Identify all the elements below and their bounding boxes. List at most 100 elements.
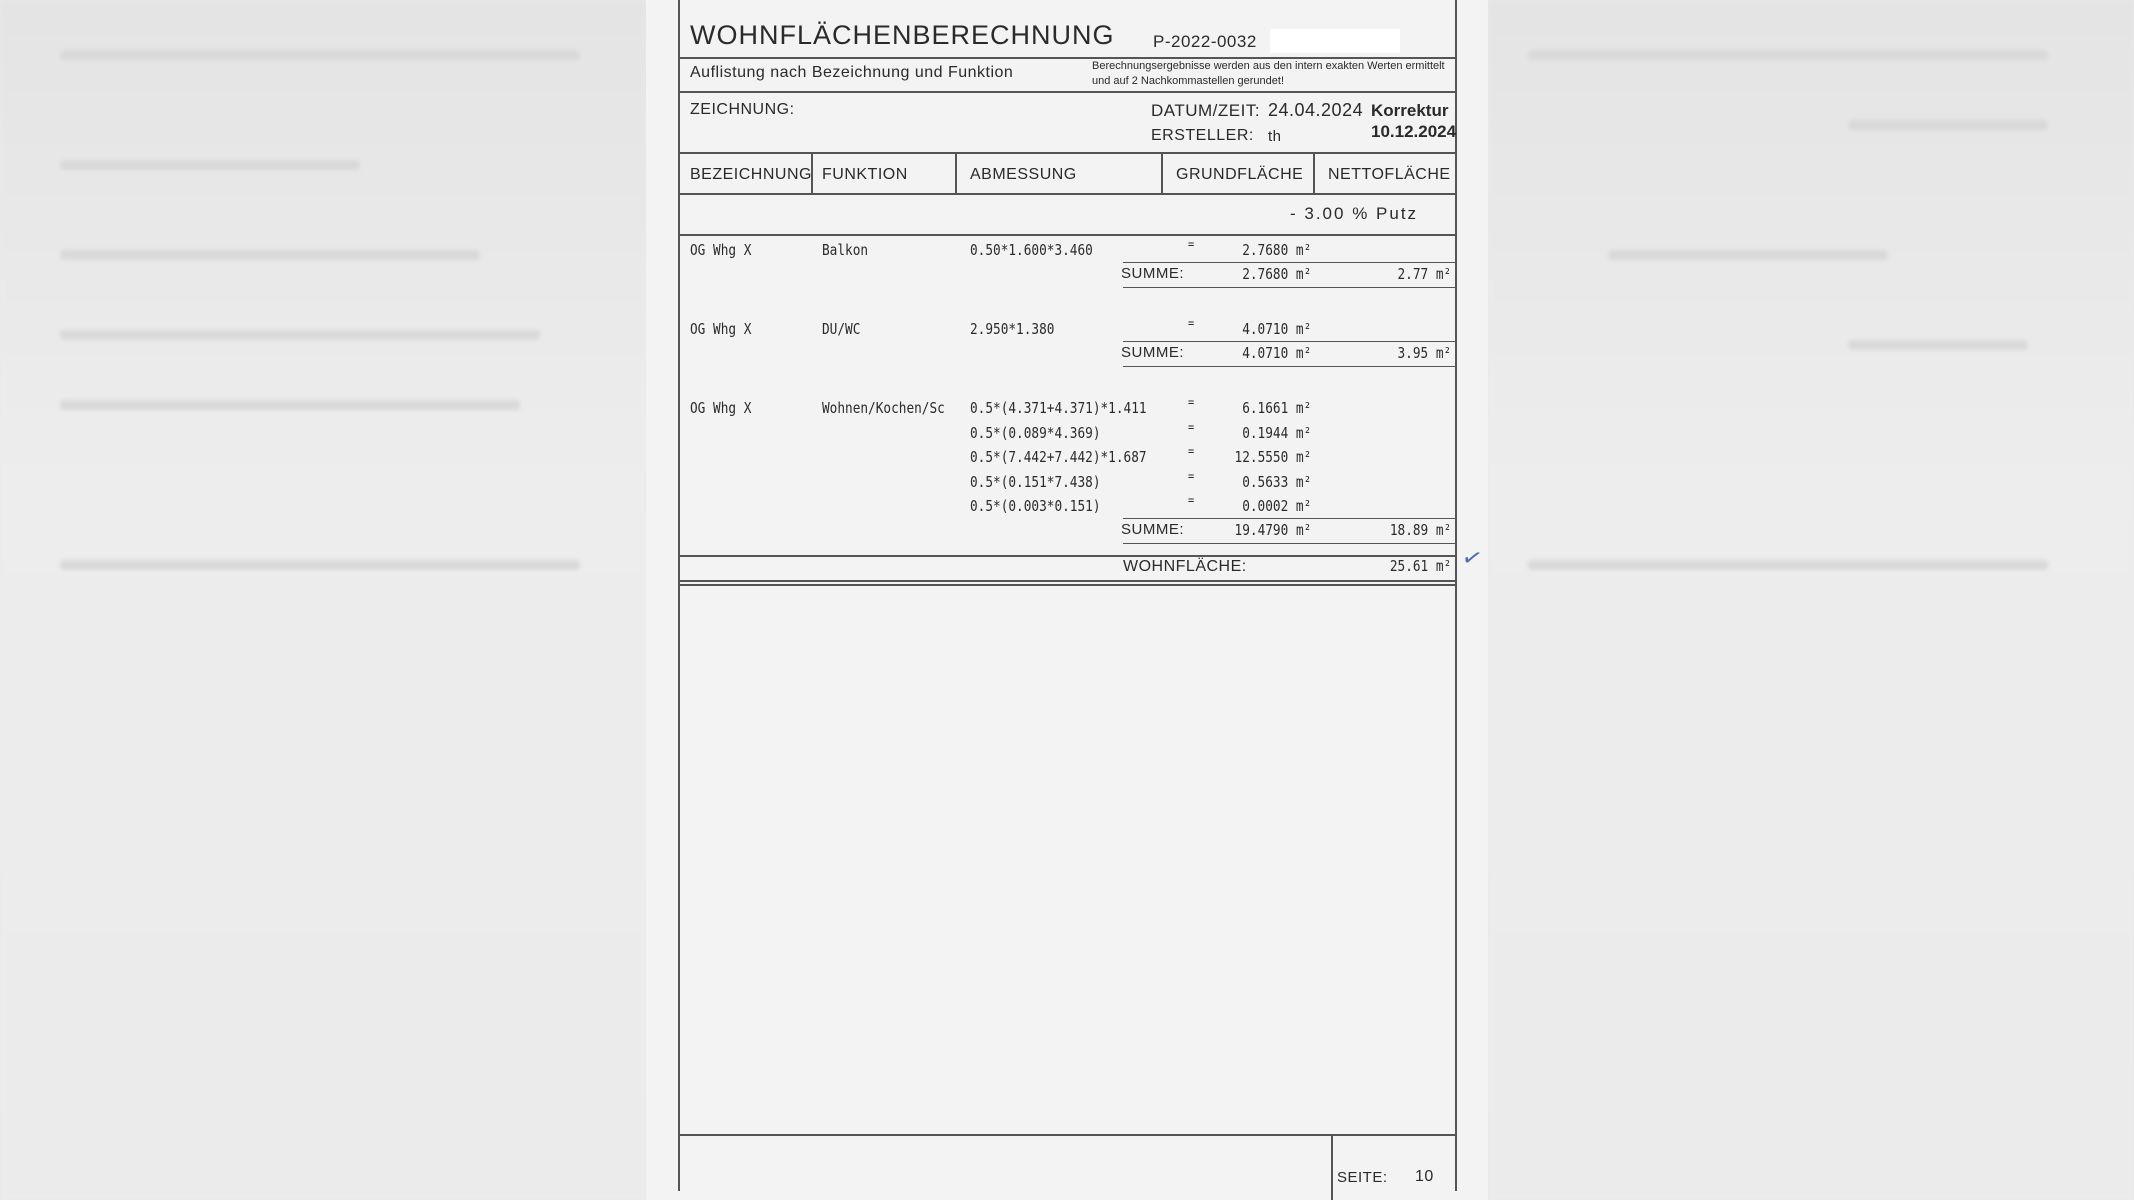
footer-sep: [1331, 1134, 1333, 1200]
sum-label: SUMME:: [1121, 343, 1184, 361]
row-equals: =: [1188, 395, 1195, 409]
blurred-background-right: [1488, 0, 2134, 1200]
page-number: 10: [1415, 1168, 1434, 1185]
value: 18.89: [1389, 521, 1428, 539]
sum-nettoflaeche: 18.89 m²: [1390, 521, 1451, 539]
row-bezeichnung: OG Whg X: [690, 241, 752, 259]
row-equals: =: [1188, 468, 1195, 483]
blurred-background-left: [0, 0, 646, 1200]
sum-grundflaeche: 4.0710 m²: [1242, 344, 1311, 362]
row-equals: =: [1188, 493, 1195, 508]
row-equals: =: [1188, 419, 1195, 434]
col-sep: [955, 152, 957, 193]
unit: m²: [1435, 557, 1451, 575]
row-grundflaeche: 6.1661 m²: [1242, 399, 1311, 417]
sum-divider: [1123, 340, 1457, 342]
row-funktion: DU/WC: [822, 320, 861, 338]
value: 0.5633: [1241, 472, 1288, 491]
col-header-grundflaeche: GRUNDFLÄCHE: [1176, 166, 1304, 183]
row-grundflaeche: 0.5633 m²: [1242, 473, 1311, 491]
footer-divider: [678, 1134, 1457, 1136]
row-abmessung: 0.50*1.600*3.460: [970, 241, 1093, 259]
unit: m²: [1295, 448, 1311, 467]
divider: [678, 152, 1457, 154]
col-sep: [1313, 152, 1315, 193]
sum-nettoflaeche: 3.95 m²: [1397, 344, 1451, 362]
frame-right: [1455, 0, 1457, 1191]
unit: m²: [1295, 241, 1311, 259]
unit: m²: [1295, 423, 1311, 442]
project-number: P-2022-0032: [1153, 32, 1257, 51]
unit: m²: [1295, 320, 1311, 338]
plaster-deduction: - 3.00 % Putz: [1290, 204, 1419, 223]
unit: m²: [1295, 343, 1311, 362]
row-abmessung: 0.5*(0.151*7.438): [970, 472, 1101, 491]
unit: m²: [1295, 264, 1311, 283]
row-funktion: Wohnen/Kochen/Sc: [822, 399, 945, 417]
total-label: WOHNFLÄCHE:: [1123, 558, 1247, 575]
row-grundflaeche: 4.0710 m²: [1242, 320, 1311, 338]
rounding-note-1: Berechnungsergebnisse werden aus den int…: [1092, 60, 1445, 72]
row-equals: =: [1188, 237, 1195, 251]
value: 3.95: [1397, 343, 1428, 362]
unit: m²: [1295, 472, 1311, 491]
col-header-nettoflaeche: NETTOFLÄCHE: [1328, 166, 1451, 183]
row-grundflaeche: 0.0002 m²: [1242, 497, 1311, 515]
divider: [678, 91, 1457, 93]
subtitle: Auflistung nach Bezeichnung und Funktion: [690, 64, 1014, 81]
document-page: [646, 0, 1488, 1200]
col-header-funktion: FUNKTION: [822, 166, 908, 183]
redacted-box: [1270, 29, 1400, 53]
row-grundflaeche: 2.7680 m²: [1242, 241, 1311, 259]
unit: m²: [1295, 521, 1311, 539]
rounding-note-2: und auf 2 Nachkommastellen gerundet!: [1092, 75, 1285, 87]
total-number: 25.61: [1389, 557, 1428, 575]
col-sep: [1161, 152, 1163, 193]
sum-label: SUMME:: [1121, 264, 1184, 282]
sum-grundflaeche: 2.7680 m²: [1242, 265, 1311, 283]
sum-divider: [1123, 261, 1457, 263]
divider: [678, 555, 1457, 557]
row-grundflaeche: 12.5550 m²: [1234, 448, 1311, 466]
value: 0.1944: [1241, 423, 1288, 442]
value: 19.4790: [1234, 521, 1288, 539]
unit: m²: [1295, 497, 1311, 516]
value: 0.0002: [1241, 497, 1288, 516]
divider: [678, 193, 1457, 195]
sum-divider: [1123, 518, 1457, 519]
row-funktion: Balkon: [822, 241, 869, 259]
document-title: WOHNFLÄCHENBERECHNUNG: [690, 20, 1115, 50]
row-bezeichnung: OG Whg X: [690, 399, 752, 417]
row-abmessung: 0.5*(7.442+7.442)*1.687: [970, 448, 1147, 467]
divider: [678, 234, 1457, 236]
value: 12.5550: [1234, 448, 1288, 467]
correction-label: Korrektur: [1371, 101, 1449, 120]
sum-divider: [1123, 365, 1457, 367]
col-sep: [811, 152, 813, 193]
divider: [678, 584, 1457, 586]
row-abmessung: 0.5*(0.003*0.151): [970, 497, 1101, 516]
page-label: SEITE:: [1337, 1169, 1388, 1186]
total-value: 25.61 m²: [1390, 557, 1451, 575]
sum-nettoflaeche: 2.77 m²: [1397, 265, 1451, 283]
divider: [678, 580, 1457, 582]
row-bezeichnung: OG Whg X: [690, 320, 752, 338]
unit: m²: [1435, 264, 1451, 283]
sum-label: SUMME:: [1121, 521, 1184, 538]
col-header-bezeichnung: BEZEICHNUNG: [690, 166, 812, 183]
frame-left: [678, 0, 680, 1191]
sum-divider: [1123, 543, 1457, 544]
value: 2.7680: [1241, 264, 1288, 283]
value: 2.77: [1397, 264, 1428, 283]
row-equals: =: [1188, 316, 1195, 330]
row-abmessung: 2.950*1.380: [970, 320, 1055, 338]
value: 4.0710: [1241, 343, 1288, 362]
unit: m²: [1435, 521, 1451, 539]
row-abmessung: 0.5*(4.371+4.371)*1.411: [970, 399, 1147, 417]
unit: m²: [1295, 399, 1311, 417]
row-abmessung: 0.5*(0.089*4.369): [970, 423, 1101, 442]
value: 2.7680: [1241, 241, 1288, 259]
sum-divider: [1123, 286, 1457, 288]
sum-grundflaeche: 19.4790 m²: [1234, 521, 1311, 539]
unit: m²: [1435, 343, 1451, 362]
